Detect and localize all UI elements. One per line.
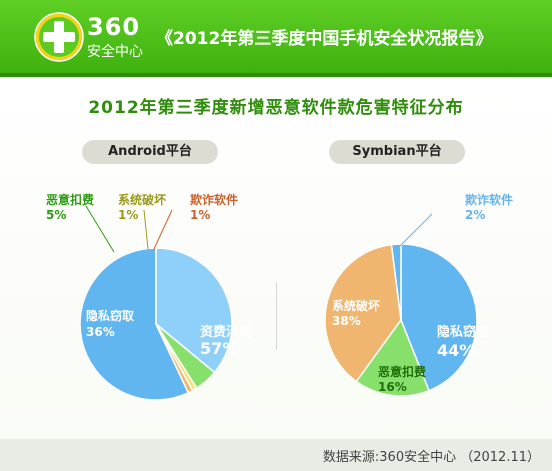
slice-label-1-2: 系统破坏: [332, 298, 380, 313]
pie-slice-0-1: [155, 247, 233, 374]
pie-slice-1-0: [400, 243, 478, 392]
360-logo-icon: [34, 12, 84, 62]
leader-line-0-4: [153, 209, 173, 250]
slice-label-1-3: 欺诈软件: [465, 192, 513, 207]
slice-value-0-0: 57%: [200, 339, 238, 358]
slice-value-0-1: 36%: [86, 325, 115, 339]
leader-line-1-3: [399, 213, 433, 247]
chart-title: 2012年第三季度新增恶意软件款危害特征分布: [88, 98, 464, 118]
pie-slice-0-0: [79, 247, 190, 401]
slice-label-0-0: 资费消耗: [200, 324, 252, 340]
logo-subtitle: 安全中心: [87, 44, 143, 60]
slice-label-0-2: 恶意扣费: [46, 192, 94, 207]
slice-label-0-1: 隐私窃取: [86, 308, 134, 323]
report-title: 《2012年第三季度中国手机安全状况报告》: [156, 29, 493, 49]
data-source: 数据来源:360安全中心 （2012.11）: [322, 450, 540, 465]
slice-label-1-1: 恶意扣费: [378, 364, 426, 379]
pie-slice-1-1: [355, 318, 430, 397]
leader-line-0-3: [143, 209, 149, 250]
footer-bar: [0, 439, 552, 471]
slice-label-1-0: 隐私窃取: [437, 324, 490, 340]
slice-value-1-1: 16%: [378, 380, 407, 394]
slice-value-0-3: 1%: [118, 208, 138, 222]
panel-divider: [276, 282, 277, 350]
header-divider: [0, 73, 552, 77]
header-banner: [0, 0, 552, 73]
leader-line-0-2: [85, 205, 115, 253]
slice-value-1-0: 44%: [437, 341, 475, 360]
chart-area: [0, 77, 552, 439]
slice-value-0-4: 1%: [190, 208, 210, 222]
android-platform-label: Android平台: [82, 140, 218, 164]
logo-number: 360: [87, 13, 141, 41]
slice-label-0-4: 欺诈软件: [190, 192, 238, 207]
symbian-platform-label: Symbian平台: [329, 140, 465, 164]
slice-value-1-2: 38%: [332, 314, 361, 328]
pie-slice-1-3: [390, 243, 402, 321]
pie-slice-0-4: [155, 323, 194, 394]
slice-value-1-3: 2%: [465, 208, 485, 222]
pie-slice-1-2: [324, 243, 402, 383]
slice-value-0-2: 5%: [46, 208, 66, 222]
slice-label-0-3: 系统破坏: [118, 192, 166, 207]
